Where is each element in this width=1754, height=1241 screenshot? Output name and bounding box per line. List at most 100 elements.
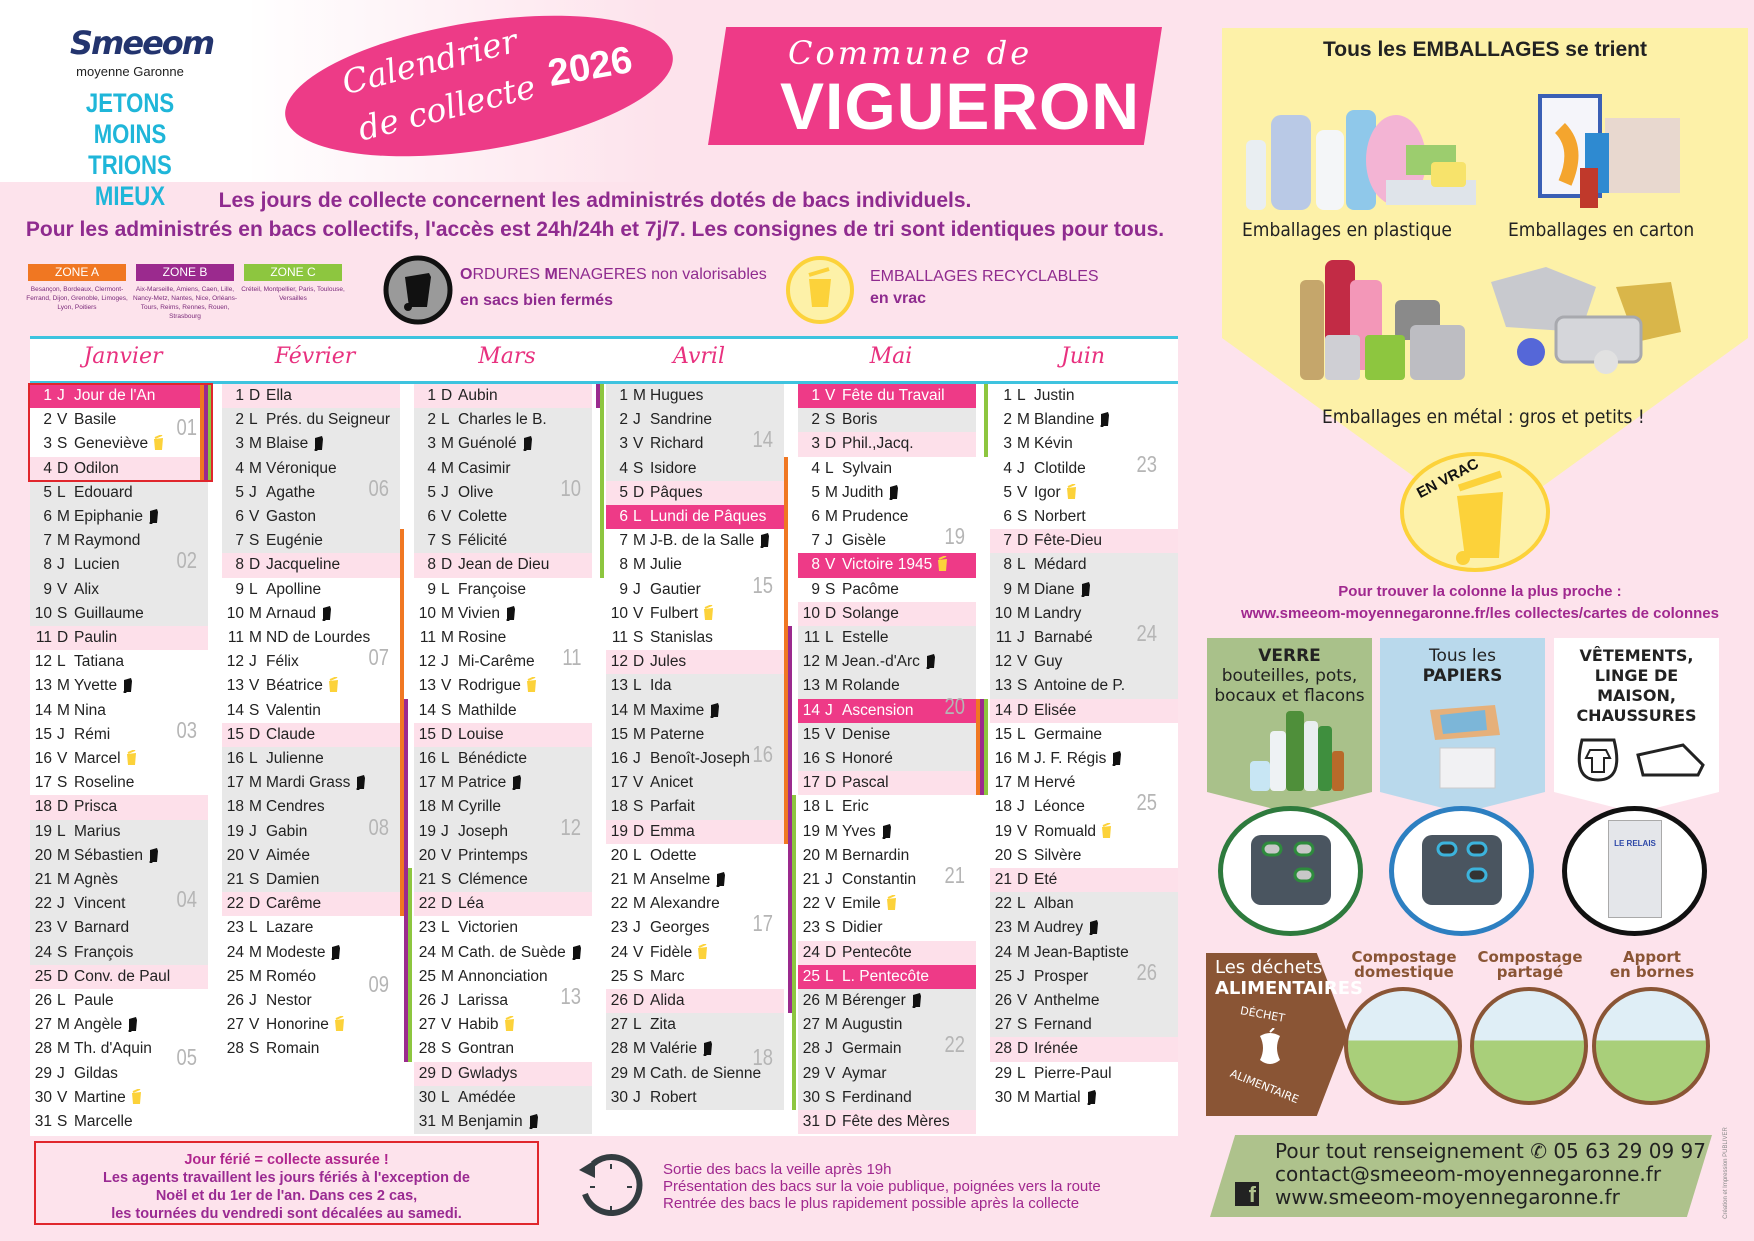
weekday-letter: J bbox=[633, 411, 641, 429]
weekday-letter: D bbox=[441, 387, 453, 404]
recyclable-bin-icon bbox=[786, 256, 854, 324]
saint-name: Bénédicte bbox=[458, 750, 527, 767]
weekday-letter: S bbox=[249, 1040, 260, 1058]
recycling-bin-icon bbox=[886, 894, 897, 919]
weekday-letter: V bbox=[249, 508, 260, 525]
weekday-letter: M bbox=[249, 943, 262, 961]
day-row: 13 L Ida bbox=[606, 674, 784, 699]
day-number: 11 bbox=[419, 629, 436, 646]
day-row: 26 M Bérenger bbox=[798, 989, 976, 1016]
garbage-bag-icon bbox=[1080, 581, 1091, 605]
contact-website[interactable]: www.smeeom-moyennegaronne.fr bbox=[1275, 1185, 1620, 1209]
day-row: 3 M Blaise bbox=[222, 432, 400, 457]
weekday-letter: V bbox=[57, 411, 68, 429]
saint-name: Hugues bbox=[650, 387, 704, 404]
week-number: 06 bbox=[368, 474, 390, 501]
day-row: 22 M Alexandre bbox=[606, 892, 784, 916]
contact-email[interactable]: contact@smeeom-moyennegaronne.fr bbox=[1275, 1162, 1662, 1186]
day-number: 2 bbox=[43, 411, 52, 429]
day-number: 17 bbox=[226, 774, 244, 792]
weekday-letter: D bbox=[249, 895, 261, 913]
weekday-letter: M bbox=[825, 992, 838, 1009]
week-number: 21 bbox=[944, 862, 966, 888]
weekday-letter: L bbox=[57, 483, 66, 501]
commune-banner bbox=[708, 27, 1162, 145]
day-row: 22 L Alban bbox=[990, 892, 1178, 917]
day-row: 11 L Estelle bbox=[798, 626, 976, 651]
weekday-letter: J bbox=[825, 701, 833, 719]
weekday-letter: S bbox=[441, 701, 452, 719]
day-row: 5 D Pâques bbox=[606, 480, 784, 505]
saint-name: Estelle bbox=[842, 629, 889, 646]
saint-name: Honorine bbox=[266, 1016, 329, 1034]
saint-name: Médard bbox=[1034, 556, 1087, 574]
saint-name: Cyrille bbox=[458, 798, 502, 816]
saint-name: Agnès bbox=[74, 871, 118, 888]
weekday-letter: S bbox=[249, 532, 260, 550]
day-number: 12 bbox=[610, 653, 628, 671]
saint-name: J-B. de la Salle bbox=[650, 532, 755, 550]
weekday-letter: L bbox=[1017, 1064, 1026, 1082]
saint-name: Germaine bbox=[1034, 725, 1103, 743]
day-number: 16 bbox=[226, 750, 244, 767]
day-row: 19 M Yves bbox=[798, 820, 976, 844]
day-number: 9 bbox=[235, 580, 244, 598]
weekday-letter: D bbox=[249, 387, 261, 404]
day-number: 27 bbox=[994, 1016, 1012, 1034]
recycling-bin-icon bbox=[153, 434, 164, 459]
day-number: 4 bbox=[1003, 459, 1012, 477]
day-row: 13 V Rodrigue bbox=[414, 674, 592, 698]
week-number: 08 bbox=[368, 813, 390, 840]
weekday-letter: M bbox=[633, 1064, 646, 1082]
saint-name: J. F. Régis bbox=[1034, 750, 1107, 767]
zone-badge: ZONE A bbox=[28, 264, 126, 281]
day-number: 20 bbox=[418, 846, 436, 864]
week-number: 03 bbox=[176, 716, 198, 743]
weekday-letter: L bbox=[1017, 556, 1026, 574]
day-number: 21 bbox=[802, 871, 820, 888]
saint-name: Conv. de Paul bbox=[74, 967, 171, 985]
saint-name: Olive bbox=[458, 483, 494, 501]
day-row: 13 V Béatrice bbox=[222, 674, 400, 698]
day-row: 3 M Guénolé bbox=[414, 432, 592, 457]
day-number: 1 bbox=[43, 387, 52, 404]
month-title: Avril bbox=[672, 344, 725, 369]
weekday-letter: L bbox=[633, 677, 642, 695]
weekday-letter: M bbox=[825, 653, 838, 671]
weekday-letter: V bbox=[249, 846, 260, 864]
weekday-letter: L bbox=[249, 580, 258, 598]
weekday-letter: M bbox=[1017, 435, 1030, 453]
saint-name: Prés. du Seigneur bbox=[266, 411, 391, 429]
week-number: 24 bbox=[1136, 620, 1158, 646]
day-number: 14 bbox=[226, 701, 244, 719]
day-number: 22 bbox=[418, 895, 436, 913]
weekday-letter: V bbox=[441, 508, 452, 525]
saint-name: Joseph bbox=[458, 822, 508, 840]
day-row: 22 J Vincent bbox=[30, 892, 208, 917]
weekday-letter: J bbox=[441, 992, 449, 1009]
saint-name: Marcel bbox=[74, 750, 121, 767]
day-number: 4 bbox=[427, 459, 436, 477]
phone-number[interactable]: 05 63 29 09 97 bbox=[1553, 1139, 1706, 1163]
saint-name: Vincent bbox=[74, 895, 126, 913]
saint-name: Irénée bbox=[1034, 1040, 1078, 1058]
day-number: 22 bbox=[802, 895, 820, 913]
garbage-bag-icon bbox=[911, 992, 922, 1016]
weekday-letter: V bbox=[57, 750, 68, 767]
saint-name: Mathilde bbox=[458, 701, 517, 719]
day-row: 30 S Ferdinand bbox=[798, 1085, 976, 1110]
facebook-icon[interactable]: f bbox=[1235, 1182, 1259, 1207]
day-number: 15 bbox=[226, 725, 244, 743]
day-row: 29 L Pierre-Paul bbox=[990, 1062, 1178, 1086]
week-number: 12 bbox=[560, 813, 582, 840]
saint-name: Félix bbox=[266, 653, 299, 671]
cardboard-packaging-image bbox=[1538, 94, 1680, 208]
day-row: 30 J Robert bbox=[606, 1085, 784, 1110]
saint-name: Th. d'Aquin bbox=[74, 1040, 152, 1058]
day-number: 28 bbox=[418, 1040, 436, 1058]
saint-name: Lazare bbox=[266, 919, 314, 937]
saint-name: Gautier bbox=[650, 580, 701, 598]
day-row: 23 L Victorien bbox=[414, 916, 592, 940]
day-number: 3 bbox=[427, 435, 436, 453]
column-finder-link[interactable]: www.smeeom-moyennegaronne.fr/les collect… bbox=[1241, 605, 1719, 622]
